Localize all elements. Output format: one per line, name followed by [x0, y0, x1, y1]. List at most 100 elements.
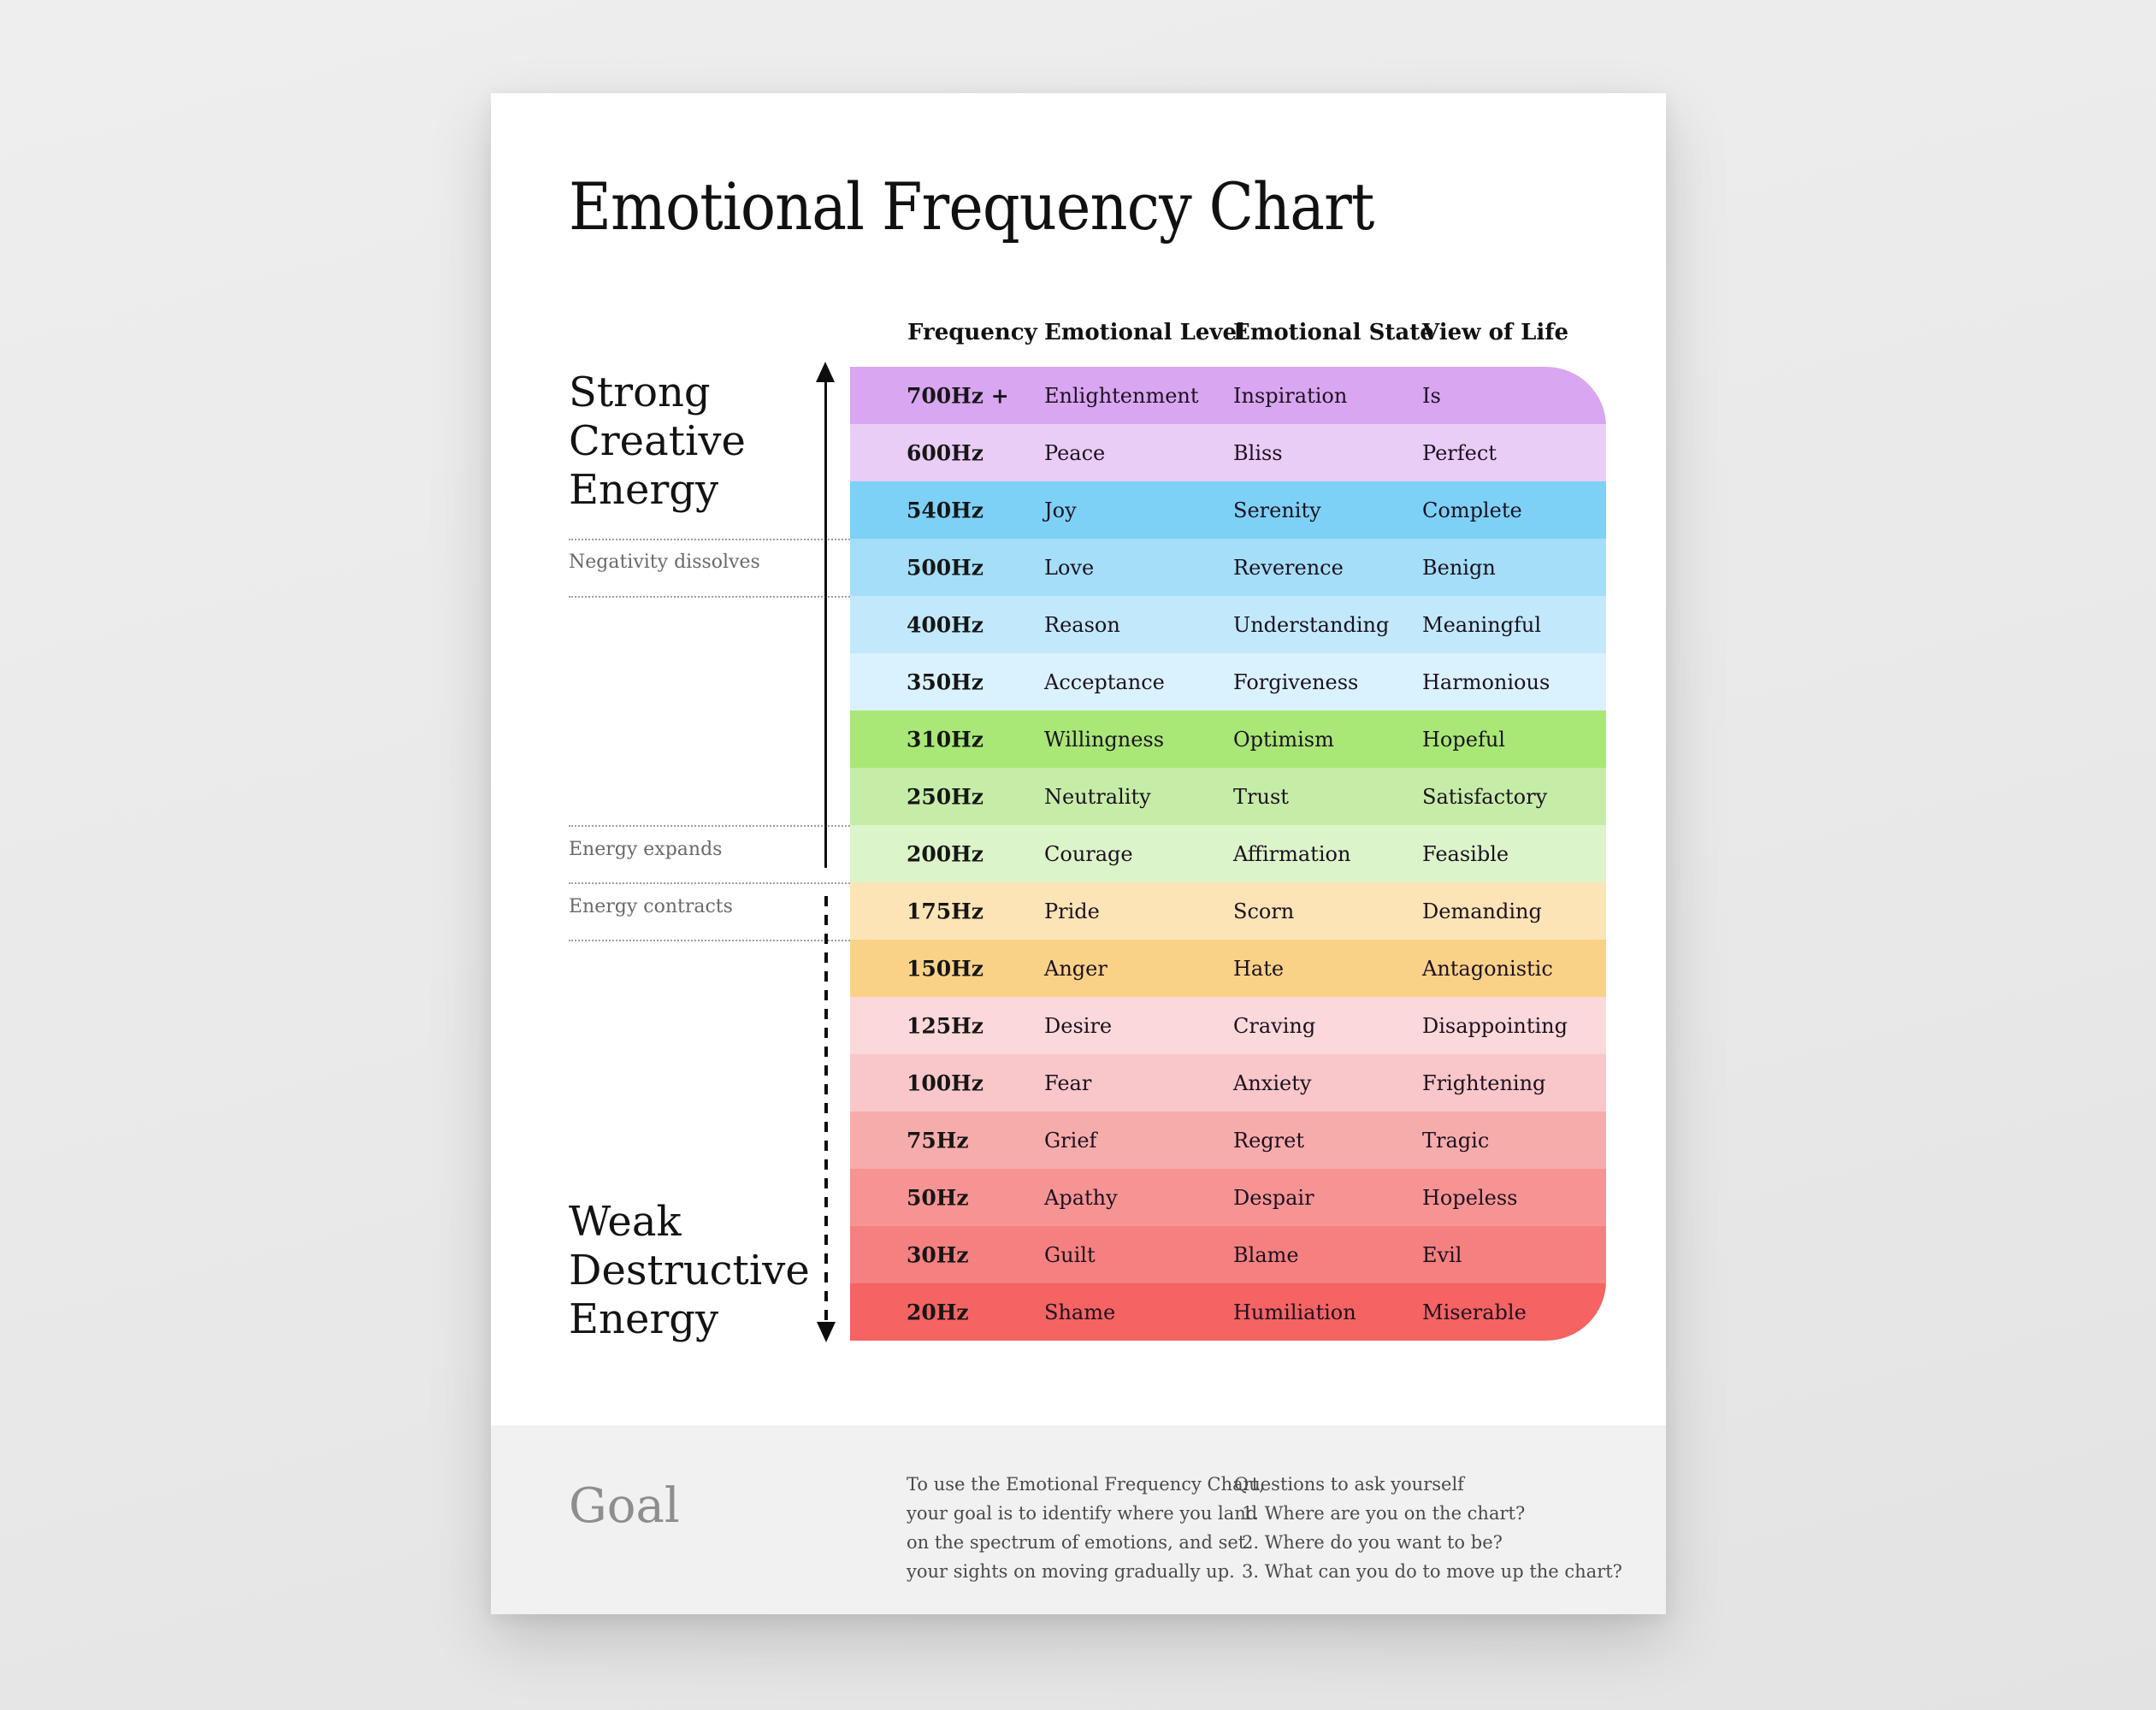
cell-level: Peace — [1044, 440, 1106, 465]
weak-destructive-energy-label: Weak Destructive Energy — [569, 1198, 810, 1344]
strong-label-line: Strong — [569, 369, 711, 416]
cell-view: Perfect — [1422, 440, 1497, 465]
cell-frequency: 175Hz — [907, 899, 984, 923]
cell-frequency: 310Hz — [907, 727, 984, 752]
energy-contracts-label: Energy contracts — [569, 896, 733, 917]
weak-label-line: Destructive — [569, 1247, 810, 1294]
weak-label-line: Weak — [569, 1198, 682, 1246]
table-row: 175Hz Pride Scorn Demanding — [850, 882, 1606, 940]
cell-level: Apathy — [1044, 1185, 1118, 1210]
cell-level: Neutrality — [1044, 784, 1151, 809]
cell-view: Meaningful — [1422, 612, 1542, 637]
cell-view: Hopeful — [1422, 727, 1505, 752]
cell-state: Despair — [1233, 1185, 1314, 1210]
dotted-separator — [569, 596, 850, 598]
down-arrow-icon — [817, 1322, 836, 1342]
column-header-frequency: Frequency — [907, 320, 1037, 345]
cell-view: Benign — [1422, 555, 1496, 580]
strong-label-line: Creative — [569, 417, 746, 465]
cell-state: Forgiveness — [1233, 669, 1359, 694]
cell-frequency: 150Hz — [907, 956, 984, 981]
cell-view: Feasible — [1422, 841, 1509, 866]
cell-level: Desire — [1044, 1013, 1113, 1038]
cell-level: Pride — [1044, 899, 1100, 923]
table-row: 540Hz Joy Serenity Complete — [850, 481, 1606, 539]
cell-level: Reason — [1044, 612, 1120, 637]
usage-line: on the spectrum of emotions, and set — [907, 1532, 1246, 1553]
poster: Emotional Frequency Chart Frequency Emot… — [491, 93, 1666, 1614]
table-row: 100Hz Fear Anxiety Frightening — [850, 1054, 1606, 1112]
cell-level: Joy — [1044, 498, 1077, 522]
cell-frequency: 700Hz + — [907, 383, 1009, 408]
cell-state: Hate — [1233, 956, 1285, 981]
table-row: 250Hz Neutrality Trust Satisfactory — [850, 768, 1606, 825]
up-arrow-line — [824, 381, 827, 868]
cell-view: Miserable — [1422, 1300, 1527, 1324]
cell-state: Affirmation — [1233, 841, 1351, 866]
questions-list: Questions to ask yourself 1. Where are y… — [1234, 1470, 1622, 1586]
usage-line: your sights on moving gradually up. — [907, 1561, 1235, 1582]
cell-frequency: 600Hz — [907, 440, 984, 465]
table-row: 700Hz + Enlightenment Inspiration Is — [850, 367, 1606, 424]
table-row: 125Hz Desire Craving Disappointing — [850, 997, 1606, 1054]
cell-level: Shame — [1044, 1300, 1116, 1324]
cell-state: Scorn — [1233, 899, 1295, 923]
usage-line: your goal is to identify where you land — [907, 1503, 1258, 1524]
negativity-dissolves-label: Negativity dissolves — [569, 551, 760, 573]
goal-heading: Goal — [569, 1478, 680, 1534]
question-item: 1. Where are you on the chart? — [1242, 1503, 1526, 1524]
table-row: 20Hz Shame Humiliation Miserable — [850, 1283, 1606, 1341]
usage-paragraph: To use the Emotional Frequency Chart, yo… — [907, 1470, 1265, 1586]
table-row: 30Hz Guilt Blame Evil — [850, 1226, 1606, 1283]
cell-level: Grief — [1044, 1128, 1097, 1153]
cell-view: Hopeless — [1422, 1185, 1518, 1210]
down-arrow-dotted-line — [824, 896, 828, 1321]
cell-view: Disappointing — [1422, 1013, 1568, 1038]
cell-frequency: 100Hz — [907, 1070, 984, 1095]
cell-frequency: 250Hz — [907, 784, 984, 809]
cell-level: Enlightenment — [1044, 383, 1199, 408]
column-header-emotional-state: Emotional State — [1233, 320, 1434, 345]
frequency-table: 700Hz + Enlightenment Inspiration Is 600Hz Pe… — [850, 367, 1606, 1341]
cell-state: Inspiration — [1233, 383, 1348, 408]
cell-state: Humiliation — [1233, 1300, 1356, 1324]
dotted-separator — [569, 940, 850, 941]
questions-title: Questions to ask yourself — [1234, 1474, 1464, 1495]
up-arrow-icon — [816, 362, 835, 382]
cell-state: Bliss — [1233, 440, 1283, 465]
table-row: 500Hz Love Reverence Benign — [850, 539, 1606, 596]
cell-frequency: 20Hz — [907, 1300, 969, 1324]
table-row: 150Hz Anger Hate Antagonistic — [850, 940, 1606, 997]
cell-state: Anxiety — [1233, 1070, 1312, 1095]
cell-view: Is — [1422, 383, 1441, 408]
cell-view: Antagonistic — [1422, 956, 1553, 981]
cell-state: Understanding — [1233, 612, 1390, 637]
cell-level: Willingness — [1044, 727, 1165, 752]
goal-footer: Goal To use the Emotional Frequency Char… — [491, 1425, 1666, 1614]
cell-state: Reverence — [1233, 555, 1344, 580]
cell-level: Guilt — [1044, 1242, 1096, 1267]
cell-frequency: 50Hz — [907, 1185, 969, 1210]
cell-state: Optimism — [1233, 727, 1334, 752]
dotted-separator — [569, 882, 850, 884]
table-row: 50Hz Apathy Despair Hopeless — [850, 1169, 1606, 1226]
cell-frequency: 350Hz — [907, 669, 984, 694]
cell-view: Tragic — [1422, 1128, 1490, 1153]
question-item: 3. What can you do to move up the chart? — [1242, 1561, 1622, 1582]
cell-frequency: 500Hz — [907, 555, 984, 580]
cell-view: Frightening — [1422, 1070, 1546, 1095]
cell-view: Evil — [1422, 1242, 1462, 1267]
table-row: 400Hz Reason Understanding Meaningful — [850, 596, 1606, 653]
cell-frequency: 125Hz — [907, 1013, 984, 1038]
cell-level: Acceptance — [1044, 669, 1165, 694]
cell-view: Harmonious — [1422, 669, 1551, 694]
cell-level: Fear — [1044, 1070, 1092, 1095]
question-item: 2. Where do you want to be? — [1242, 1532, 1503, 1553]
table-row: 75Hz Grief Regret Tragic — [850, 1112, 1606, 1169]
page-title: Emotional Frequency Chart — [569, 168, 1374, 245]
strong-creative-energy-label: Strong Creative Energy — [569, 369, 746, 515]
dotted-separator — [569, 539, 850, 540]
cell-view: Complete — [1422, 498, 1522, 522]
cell-frequency: 75Hz — [907, 1128, 969, 1153]
